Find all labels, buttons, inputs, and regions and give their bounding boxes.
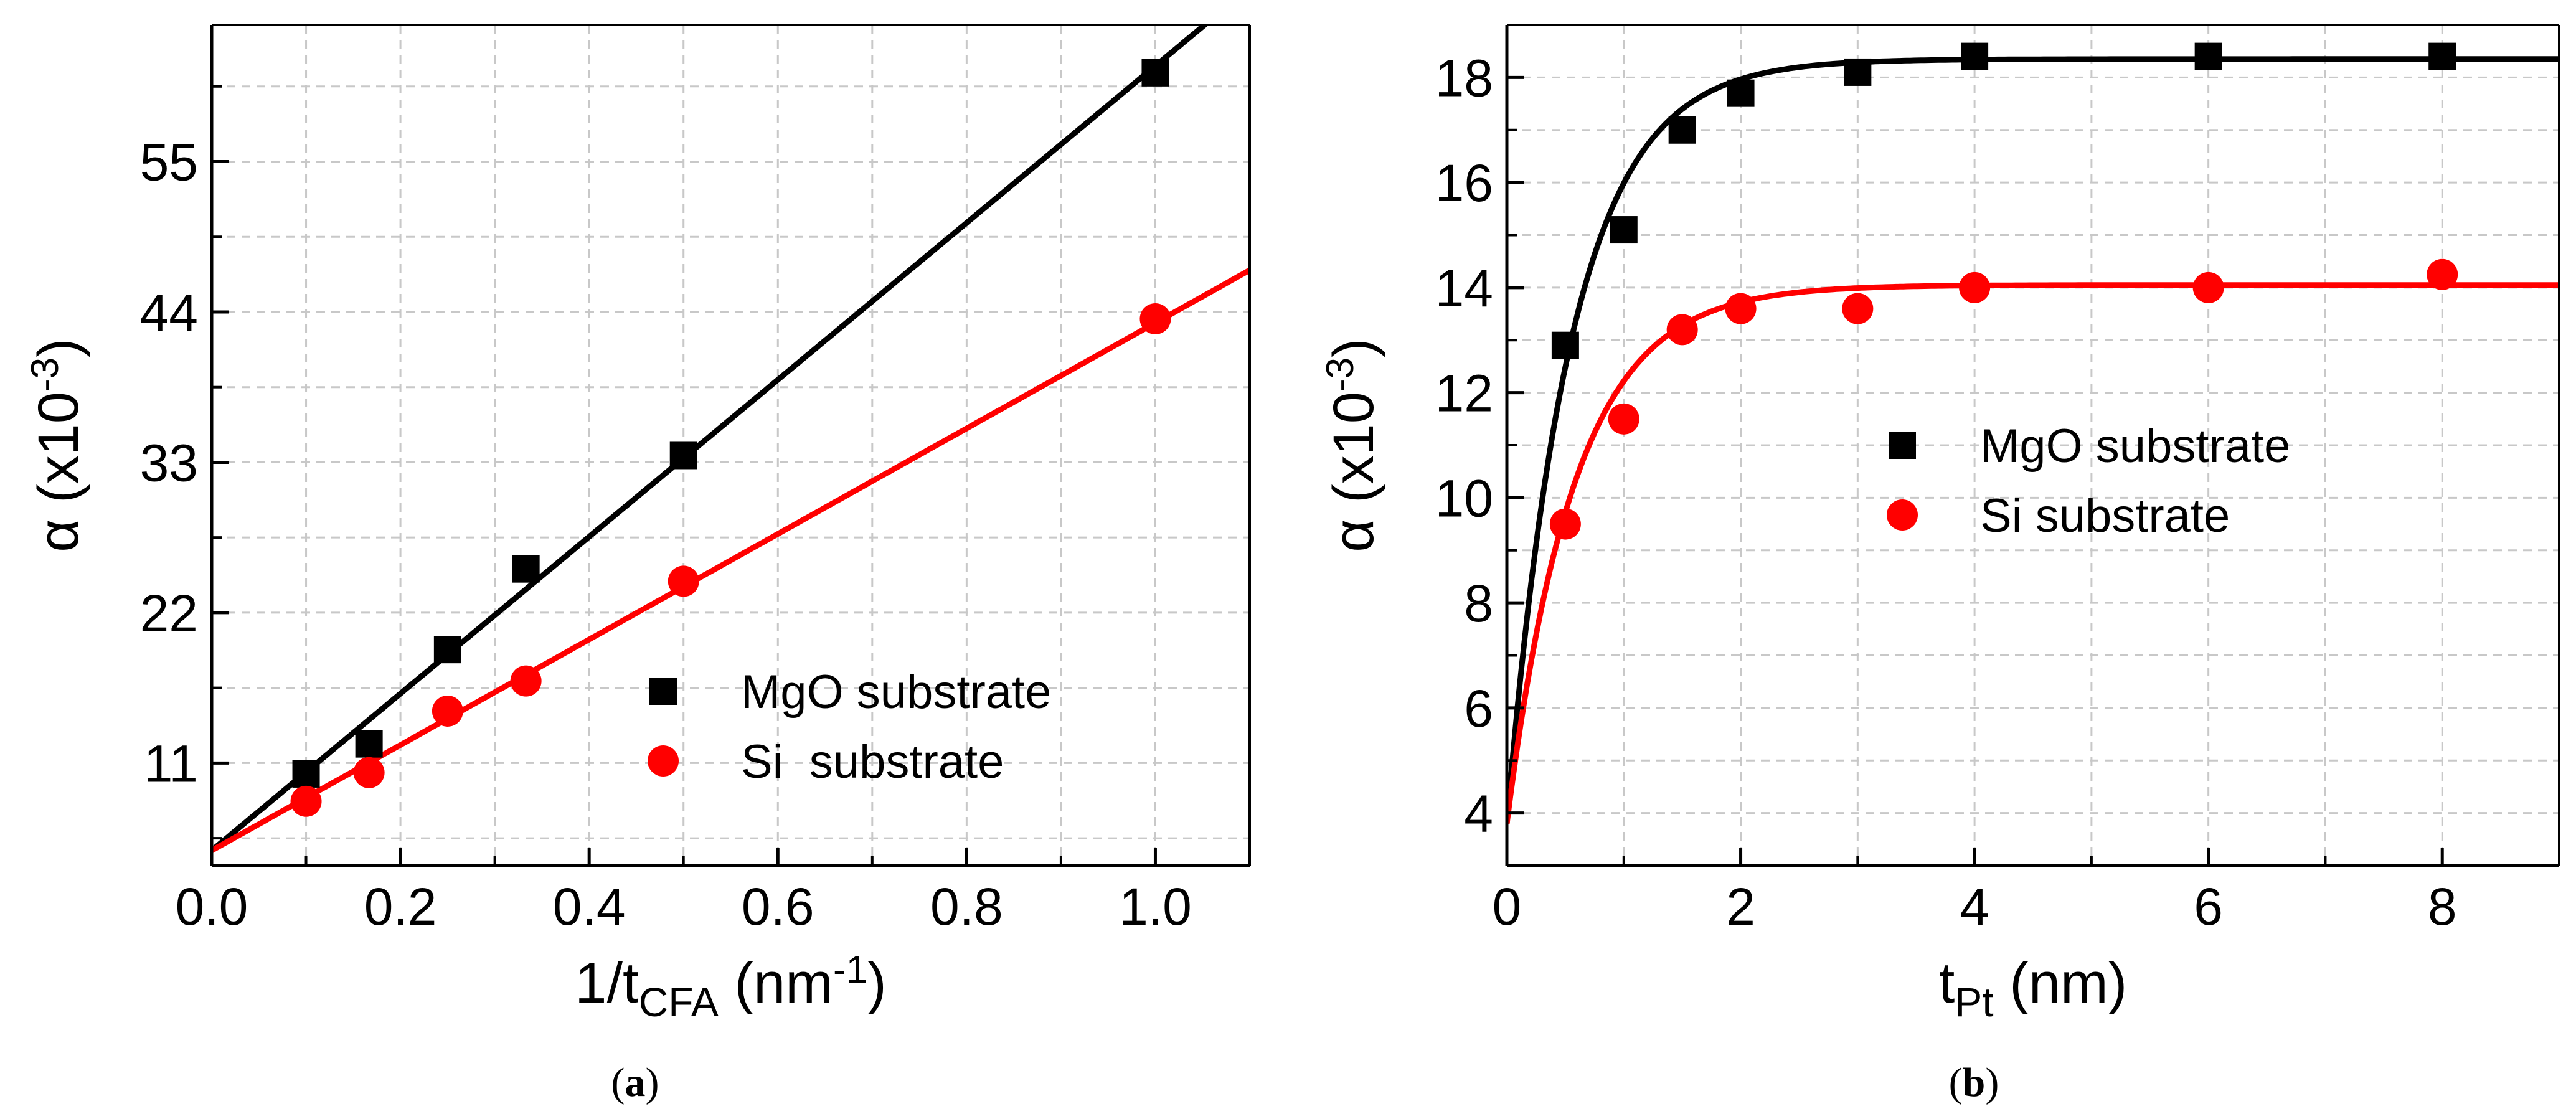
y-tick-label: 44 xyxy=(140,283,198,342)
y-tick-label: 55 xyxy=(140,133,198,192)
x-axis-title: tPt (nm) xyxy=(1939,951,2128,1025)
data-point xyxy=(2194,42,2222,70)
data-point xyxy=(1668,116,1696,144)
data-point xyxy=(1139,303,1171,334)
legend: MgO substrate Si substrate xyxy=(1887,420,2290,542)
fit-line-mgo xyxy=(1507,56,2559,824)
x-tick-label: 0.6 xyxy=(742,877,814,936)
legend-label: MgO substrate xyxy=(741,666,1051,719)
data-point xyxy=(510,665,542,697)
data-point xyxy=(1842,293,1874,324)
y-tick-label: 10 xyxy=(1435,469,1493,527)
x-tick-label: 0.0 xyxy=(176,877,248,936)
fit-lines xyxy=(212,25,1250,853)
y-tick-label: 12 xyxy=(1435,364,1493,423)
y-axis-title: α (x10-3) xyxy=(1319,338,1385,552)
legend-label: MgO substrate xyxy=(1980,420,2290,473)
data-point xyxy=(512,555,540,583)
x-tick-label: 2 xyxy=(1726,877,1755,936)
x-tick-label: 4 xyxy=(1960,877,1989,936)
data-point xyxy=(1959,271,1991,303)
data-point xyxy=(290,785,322,817)
series-mgo xyxy=(292,59,1169,788)
x-tick-label: 1.0 xyxy=(1119,877,1192,936)
x-tick-label: 0 xyxy=(1493,877,1522,936)
legend-label: Si substrate xyxy=(741,735,1004,788)
fit-line-si xyxy=(1507,282,2559,824)
y-tick-label: 4 xyxy=(1464,785,1493,843)
data-point xyxy=(1666,314,1698,346)
legend-label: Si substrate xyxy=(1980,489,2230,542)
series-mgo xyxy=(1551,42,2456,359)
data-point xyxy=(353,757,385,788)
axes: 0.0 0.2 0.4 0.6 0.8 1.0 11 22 33 44 55 xyxy=(140,24,1251,936)
series-si xyxy=(1549,258,2458,540)
y-tick-label: 22 xyxy=(140,584,198,643)
data-point xyxy=(669,441,697,470)
legend-marker-circle xyxy=(1887,499,1918,531)
legend-marker-square xyxy=(1889,432,1916,459)
data-point xyxy=(1727,79,1755,107)
x-tick-label: 0.8 xyxy=(930,877,1003,936)
data-point xyxy=(1610,216,1638,244)
data-point xyxy=(432,695,463,727)
x-tick-label: 6 xyxy=(2194,877,2223,936)
x-tick-label: 8 xyxy=(2428,877,2457,936)
data-point xyxy=(433,636,461,664)
panel-caption: (b) xyxy=(1949,1060,1999,1105)
data-point xyxy=(1549,508,1581,540)
legend-marker-circle xyxy=(648,745,679,777)
data-point xyxy=(1844,58,1872,86)
x-tick-label: 0.2 xyxy=(364,877,437,936)
fit-line-mgo xyxy=(212,25,1209,853)
axes: 0 2 4 6 8 4 6 8 10 12 14 16 18 xyxy=(1435,24,2560,936)
y-tick-label: 16 xyxy=(1435,154,1493,212)
y-tick-label: 11 xyxy=(144,734,198,793)
data-point xyxy=(1725,293,1757,324)
data-point xyxy=(355,730,383,758)
legend-marker-square xyxy=(649,678,677,705)
data-point xyxy=(668,565,699,597)
y-tick-label: 8 xyxy=(1464,574,1493,633)
legend: MgO substrate Si substrate xyxy=(648,666,1051,788)
data-point xyxy=(292,760,320,788)
y-axis-title: α (x10-3) xyxy=(24,338,90,552)
data-point xyxy=(1608,403,1639,435)
fit-line-si xyxy=(212,267,1250,853)
y-tick-label: 33 xyxy=(140,433,198,492)
y-tick-label: 14 xyxy=(1435,259,1493,318)
panel-caption: (a) xyxy=(611,1060,659,1105)
data-point xyxy=(2192,271,2224,303)
data-point xyxy=(1961,42,1989,70)
data-point xyxy=(2427,258,2458,290)
y-tick-label: 18 xyxy=(1435,49,1493,107)
grid-lines xyxy=(212,25,1251,866)
panel-b: 0 2 4 6 8 4 6 8 10 12 14 16 18 tPt (nm) α (x10-3) MgO s… xyxy=(1319,24,2560,1105)
data-point xyxy=(1141,59,1169,87)
data-point xyxy=(1551,331,1579,359)
data-point xyxy=(2428,42,2456,70)
y-tick-label: 6 xyxy=(1464,679,1493,738)
x-tick-label: 0.4 xyxy=(553,877,626,936)
series-si xyxy=(290,303,1171,817)
panel-a: 0.0 0.2 0.4 0.6 0.8 1.0 11 22 33 44 55 1/tCFA (nm-1… xyxy=(24,24,1251,1105)
x-axis-title: 1/tCFA (nm-1) xyxy=(575,948,886,1025)
